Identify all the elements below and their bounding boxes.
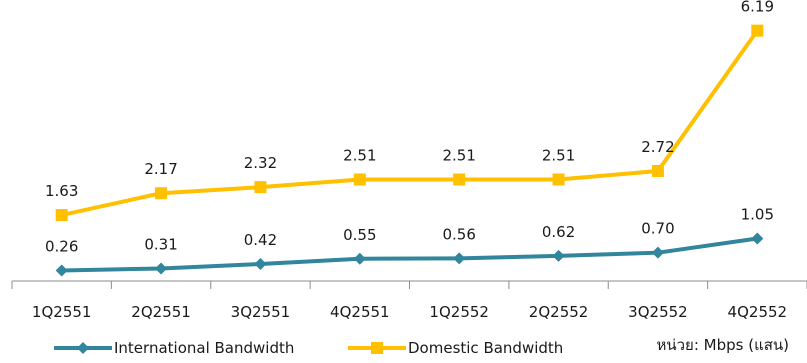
data-point-international	[254, 258, 267, 271]
unit-label: หน่วย: Mbps (แสน)	[656, 336, 789, 354]
data-point-international	[353, 252, 366, 265]
series-line-0	[61, 236, 758, 273]
x-tick-label: 1Q2552	[429, 303, 489, 321]
data-label: 6.19	[741, 0, 774, 16]
data-point-domestic	[155, 187, 168, 200]
data-point-domestic	[254, 181, 267, 194]
data-point-domestic	[55, 209, 68, 222]
legend-label-international: International Bandwidth	[114, 339, 295, 357]
x-tick-label: 3Q2552	[628, 303, 688, 321]
data-labels: 0.26 0.31 0.42 0.55 0.56 0.62 0.70 1.05 1.63 2.17…	[45, 0, 774, 255]
data-point-domestic	[552, 173, 565, 186]
data-label: 2.51	[542, 146, 575, 164]
data-point-domestic	[651, 164, 664, 177]
legend-swatch-international	[54, 342, 112, 354]
data-label: 2.51	[442, 146, 475, 164]
legend-label-domestic: Domestic Bandwidth	[408, 339, 564, 357]
data-label: 1.63	[45, 182, 78, 200]
data-label: 0.42	[244, 231, 277, 249]
data-label: 2.72	[641, 138, 674, 156]
x-axis: 1Q2551 2Q2551 3Q2551 4Q2551 1Q2552 2Q2552 3Q25…	[11, 280, 807, 321]
data-label: 0.55	[343, 226, 376, 244]
data-label: 0.62	[542, 223, 575, 241]
data-label: 0.70	[641, 220, 674, 238]
x-tick-label: 4Q2551	[330, 303, 390, 321]
data-point-international	[453, 252, 466, 265]
x-tick-label: 2Q2552	[529, 303, 589, 321]
data-point-international	[552, 249, 565, 262]
data-point-domestic	[353, 173, 366, 186]
data-label: 0.31	[144, 235, 177, 253]
x-tick-label: 4Q2552	[728, 303, 788, 321]
legend-item-domestic: Domestic Bandwidth	[346, 339, 563, 357]
x-tick-label: 2Q2551	[131, 303, 191, 321]
data-point-international	[751, 232, 764, 245]
data-point-domestic	[453, 173, 466, 186]
data-label: 1.05	[741, 206, 774, 224]
x-tick-label: 1Q2551	[32, 303, 92, 321]
data-point-international	[651, 246, 664, 259]
data-label: 0.56	[442, 225, 475, 243]
data-point-international	[55, 264, 68, 277]
data-label: 0.26	[45, 237, 78, 255]
data-point-domestic	[751, 24, 764, 37]
legend-item-international: International Bandwidth	[52, 339, 294, 357]
data-point-international	[155, 262, 168, 275]
data-label: 2.17	[144, 160, 177, 178]
series-layer	[55, 24, 764, 277]
legend-swatch-domestic	[348, 342, 406, 354]
data-label: 2.51	[343, 146, 376, 164]
series-line-1	[61, 29, 759, 218]
data-label: 2.32	[244, 154, 277, 172]
x-tick-label: 3Q2551	[231, 303, 291, 321]
